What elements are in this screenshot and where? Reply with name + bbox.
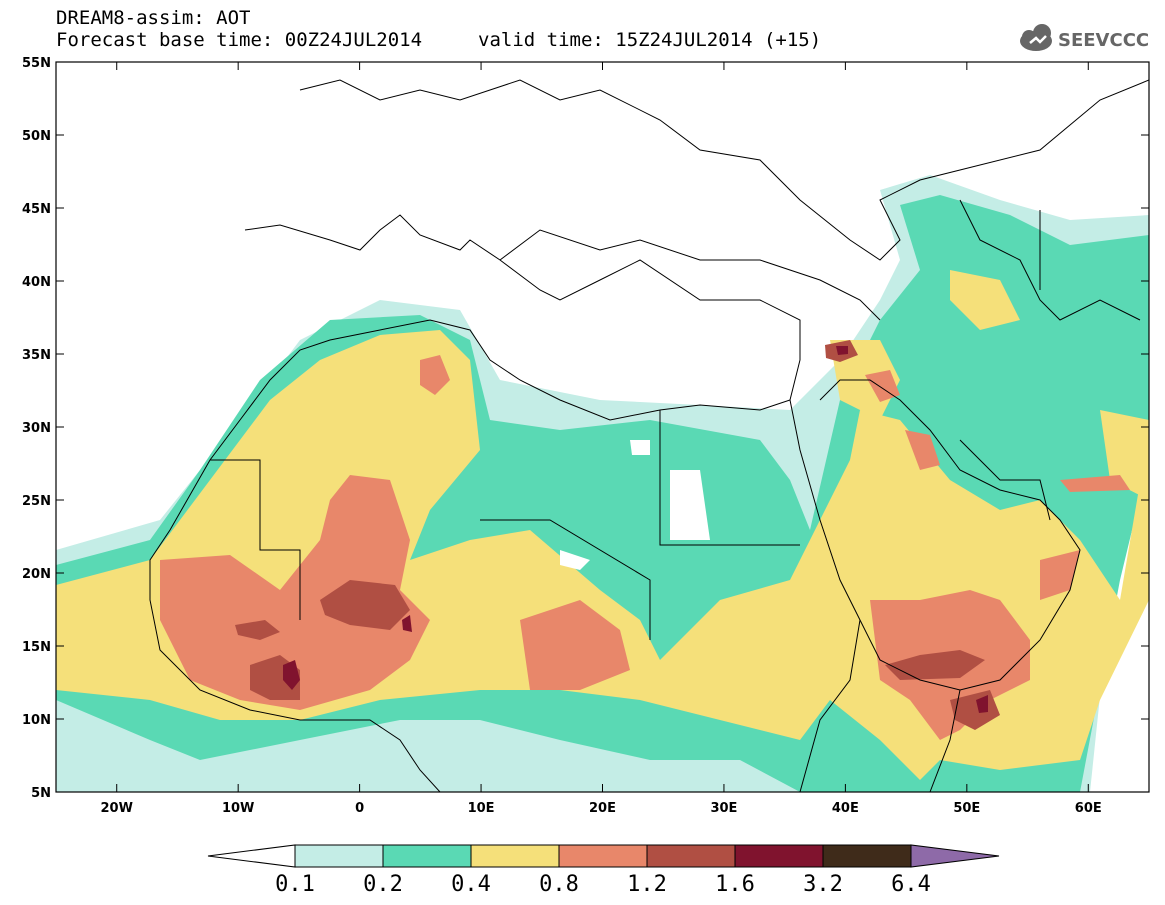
map-title: DREAM8-assim: AOT (56, 7, 251, 29)
lon-tick-label: 20E (589, 801, 616, 816)
colorbar-segment (910, 844, 1000, 868)
colorbar-segment (207, 844, 296, 868)
lat-tick-label: 25N (22, 494, 51, 509)
lon-tick-label: 60E (1075, 801, 1102, 816)
lat-tick-label: 10N (22, 713, 51, 728)
lat-tick-label: 35N (22, 348, 51, 363)
aot-1-2-shading (235, 340, 1000, 730)
lon-tick-label: 10E (468, 801, 495, 816)
lon-tick-label: 0 (355, 801, 364, 816)
aot-field (56, 62, 1149, 792)
lat-tick-label: 55N (22, 56, 51, 71)
lat-tick-label: 45N (22, 202, 51, 217)
lon-tick-label: 30E (710, 801, 737, 816)
colorbar-segment (646, 844, 736, 868)
logo-text: SEEVCCC (1058, 30, 1149, 51)
colorbar-segment (822, 844, 912, 868)
valid-time: valid time: 15Z24JUL2014 (+15) (478, 29, 822, 51)
lon-tick-label: 40E (832, 801, 859, 816)
colorbar-label: 3.2 (803, 872, 843, 897)
forecast-base-time: Forecast base time: 00Z24JUL2014 (56, 29, 423, 51)
lon-tick-label: 50E (953, 801, 980, 816)
colorbar-segment (382, 844, 472, 868)
colorbar-label: 6.4 (891, 872, 931, 897)
coastlines (149, 79, 1149, 792)
colorbar-segment (558, 844, 648, 868)
colorbar-segment (734, 844, 824, 868)
colorbar-label: 0.8 (539, 872, 579, 897)
lat-tick-label: 15N (22, 640, 51, 655)
lat-tick-label: 30N (22, 421, 51, 436)
colorbar-label: 0.2 (363, 872, 403, 897)
clear-areas (560, 440, 710, 570)
colorbar-label: 0.4 (451, 872, 491, 897)
colorbar-segment (294, 844, 384, 868)
colorbar-segment (470, 844, 560, 868)
colorbar: 0.1 0.2 0.4 0.8 1.2 1.6 3.2 6.4 (207, 844, 1000, 897)
lat-tick-label: 50N (22, 129, 51, 144)
aot-1-6-shading (283, 346, 988, 713)
colorbar-label: 1.6 (715, 872, 755, 897)
aot-0-8-shading (160, 355, 1130, 740)
lon-tick-label: 20W (101, 801, 133, 816)
map-ticks: 20W 10W 0 10E 20E 30E 40E 50E 60E 55N 50N 45N 40N 35N… (22, 56, 1149, 816)
lon-tick-label: 10W (222, 801, 254, 816)
lat-tick-label: 40N (22, 275, 51, 290)
colorbar-label: 0.1 (275, 872, 315, 897)
seevccc-logo: SEEVCCC (1020, 24, 1149, 51)
colorbar-label: 1.2 (627, 872, 667, 897)
lat-tick-label: 20N (22, 567, 51, 582)
lat-tick-label: 5N (31, 786, 51, 801)
